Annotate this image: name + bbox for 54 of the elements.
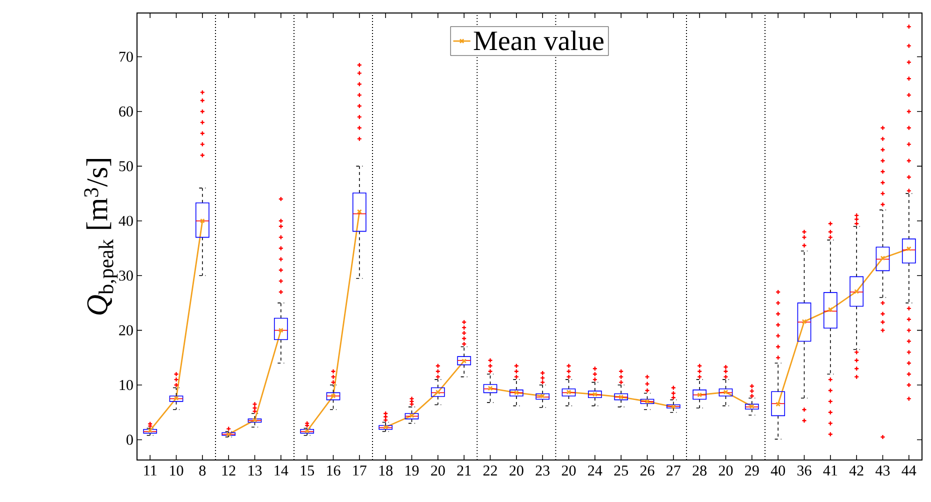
x-tick-label: 42 (849, 466, 864, 476)
x-tick-label: 23 (536, 466, 550, 476)
x-tick-label: 20 (510, 466, 524, 476)
x-tick-label: 10 (170, 466, 184, 476)
x-tick-label: 44 (902, 466, 916, 476)
point (802, 319, 807, 324)
x-tick-label: 21 (457, 466, 471, 476)
x-tick-label: 20 (718, 466, 733, 476)
x-tick-label: 27 (666, 466, 680, 476)
point (252, 418, 258, 423)
x-tick-label: 18 (379, 466, 393, 476)
x-tick-label: 24 (588, 466, 602, 476)
x-tick-label: 17 (353, 466, 366, 476)
y-tick-label: 20 (119, 325, 133, 336)
x-tick-label: 36 (797, 466, 812, 476)
point (514, 390, 519, 396)
x-tick-label: 41 (823, 466, 838, 476)
y-tick-label: 0 (126, 434, 133, 445)
x-tick-label: 43 (876, 466, 890, 476)
x-tick-label: 14 (274, 466, 288, 476)
point (880, 256, 886, 261)
y-tick-label: 40 (118, 216, 133, 226)
y-tick-label: 30 (119, 270, 133, 281)
point (828, 307, 833, 312)
x-tick-label: 11 (144, 466, 156, 476)
point (409, 413, 414, 418)
point (435, 390, 440, 395)
x-tick-label: 13 (248, 466, 262, 476)
point (618, 394, 624, 400)
point (330, 394, 336, 398)
y-axis-title: Q$_{b,peak}$ [m$^{3}$/s] (84, 159, 118, 315)
point (723, 390, 728, 395)
x-tick-label: 22 (483, 466, 497, 476)
x-tick-label: 40 (770, 466, 786, 476)
y-tick-label: 60 (119, 106, 133, 117)
point (592, 392, 598, 397)
x-tick-label: 12 (222, 466, 236, 476)
x-tick-label: 20 (562, 466, 576, 476)
legend-label: Mean value (474, 30, 604, 50)
x-tick-label: 8 (199, 466, 206, 476)
point (174, 396, 179, 401)
y-tick-label: 50 (119, 161, 133, 172)
x-tick-label: 15 (300, 466, 314, 476)
x-tick-label: 26 (640, 466, 654, 476)
x-tick-label: 19 (406, 466, 419, 476)
x-tick-label: 20 (431, 466, 445, 476)
x-tick-label: 16 (327, 466, 340, 476)
x-tick-label: 29 (745, 466, 759, 476)
point (644, 398, 650, 404)
point (854, 289, 860, 294)
y-tick-label: 10 (120, 380, 133, 390)
x-tick-label: 28 (692, 466, 707, 476)
x-tick-label: 25 (614, 466, 628, 476)
y-tick-label: 70 (119, 52, 133, 62)
